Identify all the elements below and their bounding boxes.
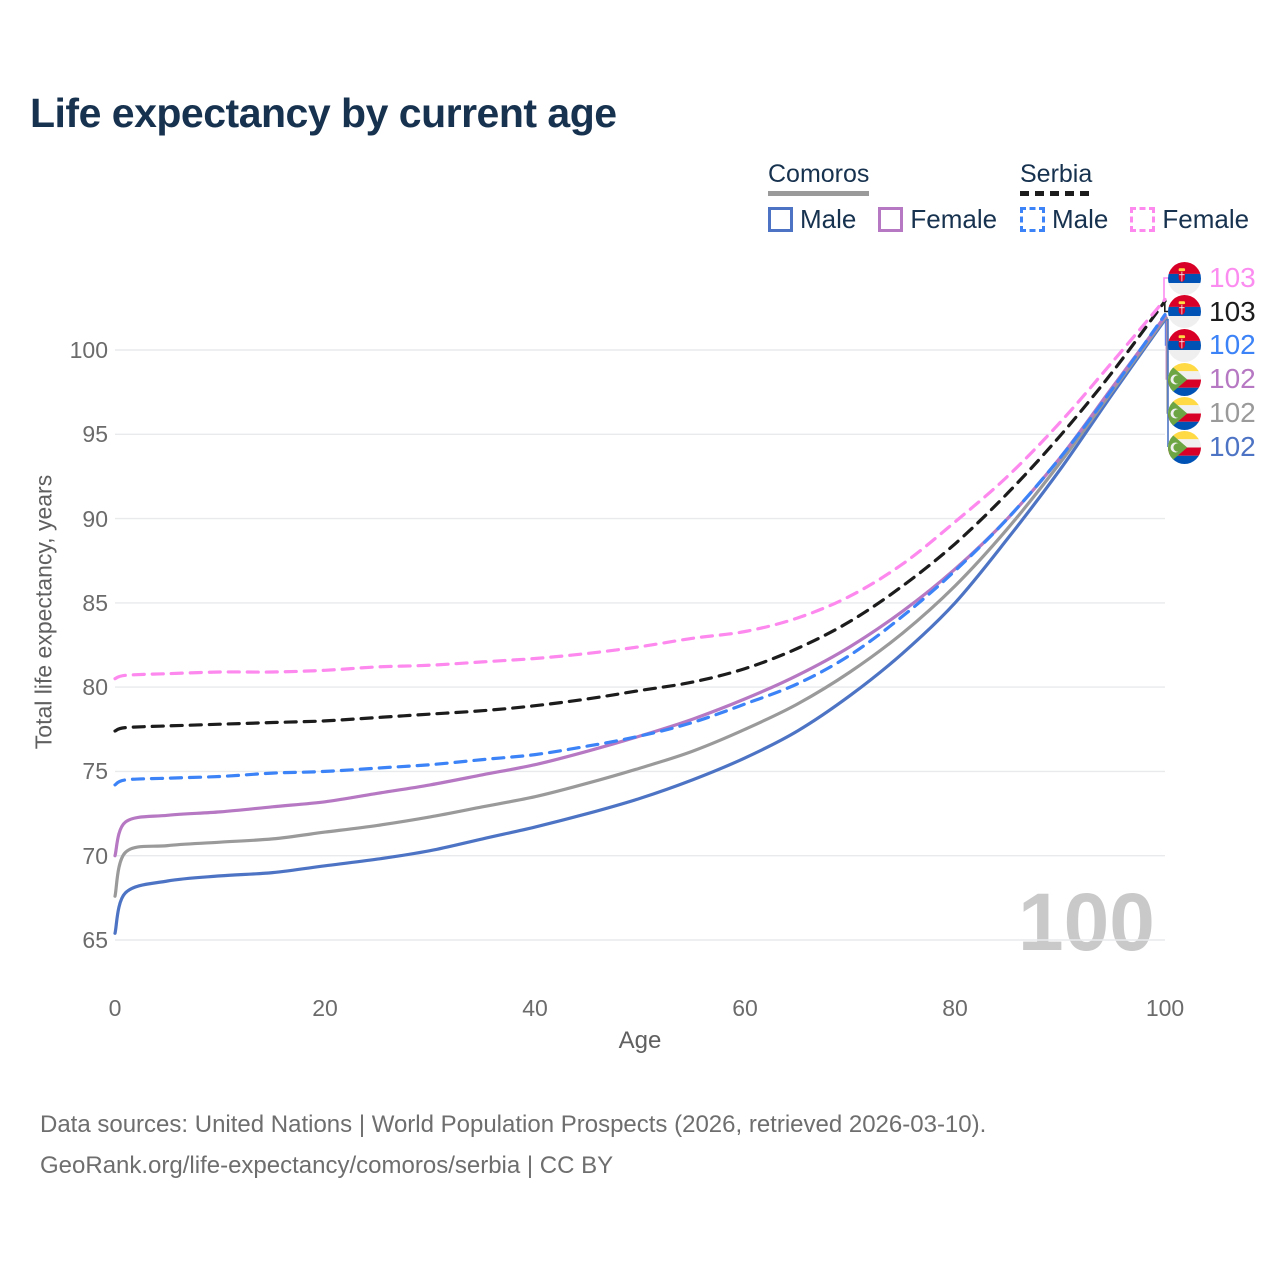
- end-label-row: 102: [1168, 396, 1256, 430]
- serbia-flag-icon: [1168, 261, 1201, 295]
- legend-country-serbia: Serbia: [1020, 160, 1093, 196]
- end-label-row: 103: [1168, 295, 1256, 328]
- legend-country-comoros: Comoros: [768, 160, 870, 196]
- legend-label-comoros-female[interactable]: Female: [910, 204, 998, 234]
- y-tick-label: 95: [82, 421, 108, 447]
- footer-sources: Data sources: United Nations | World Pop…: [40, 1111, 987, 1138]
- series-line-serbia-female[interactable]: [113, 297, 1167, 681]
- end-label-value: 103: [1209, 262, 1256, 293]
- end-label-row: 102: [1168, 430, 1256, 464]
- serbia-flag-icon: [1168, 328, 1201, 362]
- footer-attribution: GeoRank.org/life-expectancy/comoros/serb…: [40, 1152, 614, 1179]
- legend-label-comoros-male[interactable]: Male: [800, 204, 857, 234]
- y-tick-label: 65: [82, 927, 108, 953]
- legend-group-comoros: Comoros Male Female: [768, 160, 1019, 235]
- end-label-value: 102: [1209, 431, 1256, 462]
- end-label-value: 102: [1209, 329, 1256, 360]
- footer: Data sources: United Nations | World Pop…: [40, 1104, 986, 1186]
- y-tick-label: 80: [82, 674, 108, 700]
- x-tick-label: 60: [732, 995, 758, 1021]
- serbia-flag-icon: [1168, 295, 1201, 328]
- x-tick-label: 80: [942, 995, 968, 1021]
- x-tick-label: 20: [312, 995, 338, 1021]
- legend-label-serbia-female[interactable]: Female: [1162, 204, 1250, 234]
- legend-group-serbia: Serbia Male Female: [1020, 160, 1271, 235]
- series-line-serbia-total[interactable]: [113, 299, 1167, 733]
- comoros-flag-icon: [1168, 430, 1201, 464]
- age-counter-watermark: 100: [1018, 877, 1155, 968]
- series-line-comoros-female[interactable]: [113, 314, 1167, 858]
- end-label-value: 102: [1209, 363, 1256, 394]
- x-tick-label: 0: [108, 995, 122, 1021]
- page-title: Life expectancy by current age: [30, 90, 617, 136]
- legend-swatch-comoros-female[interactable]: [878, 207, 904, 232]
- series-line-serbia-male[interactable]: [113, 313, 1167, 787]
- series-line-comoros-total[interactable]: [113, 316, 1167, 898]
- comoros-flag-icon: [1168, 396, 1201, 430]
- end-label-value: 102: [1209, 397, 1256, 428]
- legend-swatch-serbia-female[interactable]: [1130, 207, 1156, 232]
- legend-swatch-comoros-male[interactable]: [768, 207, 793, 232]
- x-tick-label: 100: [1145, 995, 1185, 1021]
- legend-label-serbia-male[interactable]: Male: [1052, 204, 1109, 234]
- y-tick-label: 100: [69, 337, 108, 363]
- comoros-flag-icon: [1168, 362, 1201, 396]
- y-tick-label: 75: [82, 758, 108, 784]
- end-label-row: 103: [1168, 261, 1256, 295]
- series-line-comoros-male[interactable]: [113, 318, 1167, 935]
- y-tick-label: 90: [82, 506, 108, 532]
- end-label-row: 102: [1168, 362, 1256, 396]
- end-label-value: 103: [1209, 295, 1256, 327]
- x-tick-label: 40: [522, 995, 548, 1021]
- end-label-row: 102: [1168, 328, 1256, 362]
- y-tick-label: 70: [82, 843, 108, 869]
- y-tick-label: 85: [82, 590, 108, 616]
- legend-swatch-serbia-male[interactable]: [1020, 207, 1045, 232]
- x-axis-title: Age: [618, 1027, 662, 1054]
